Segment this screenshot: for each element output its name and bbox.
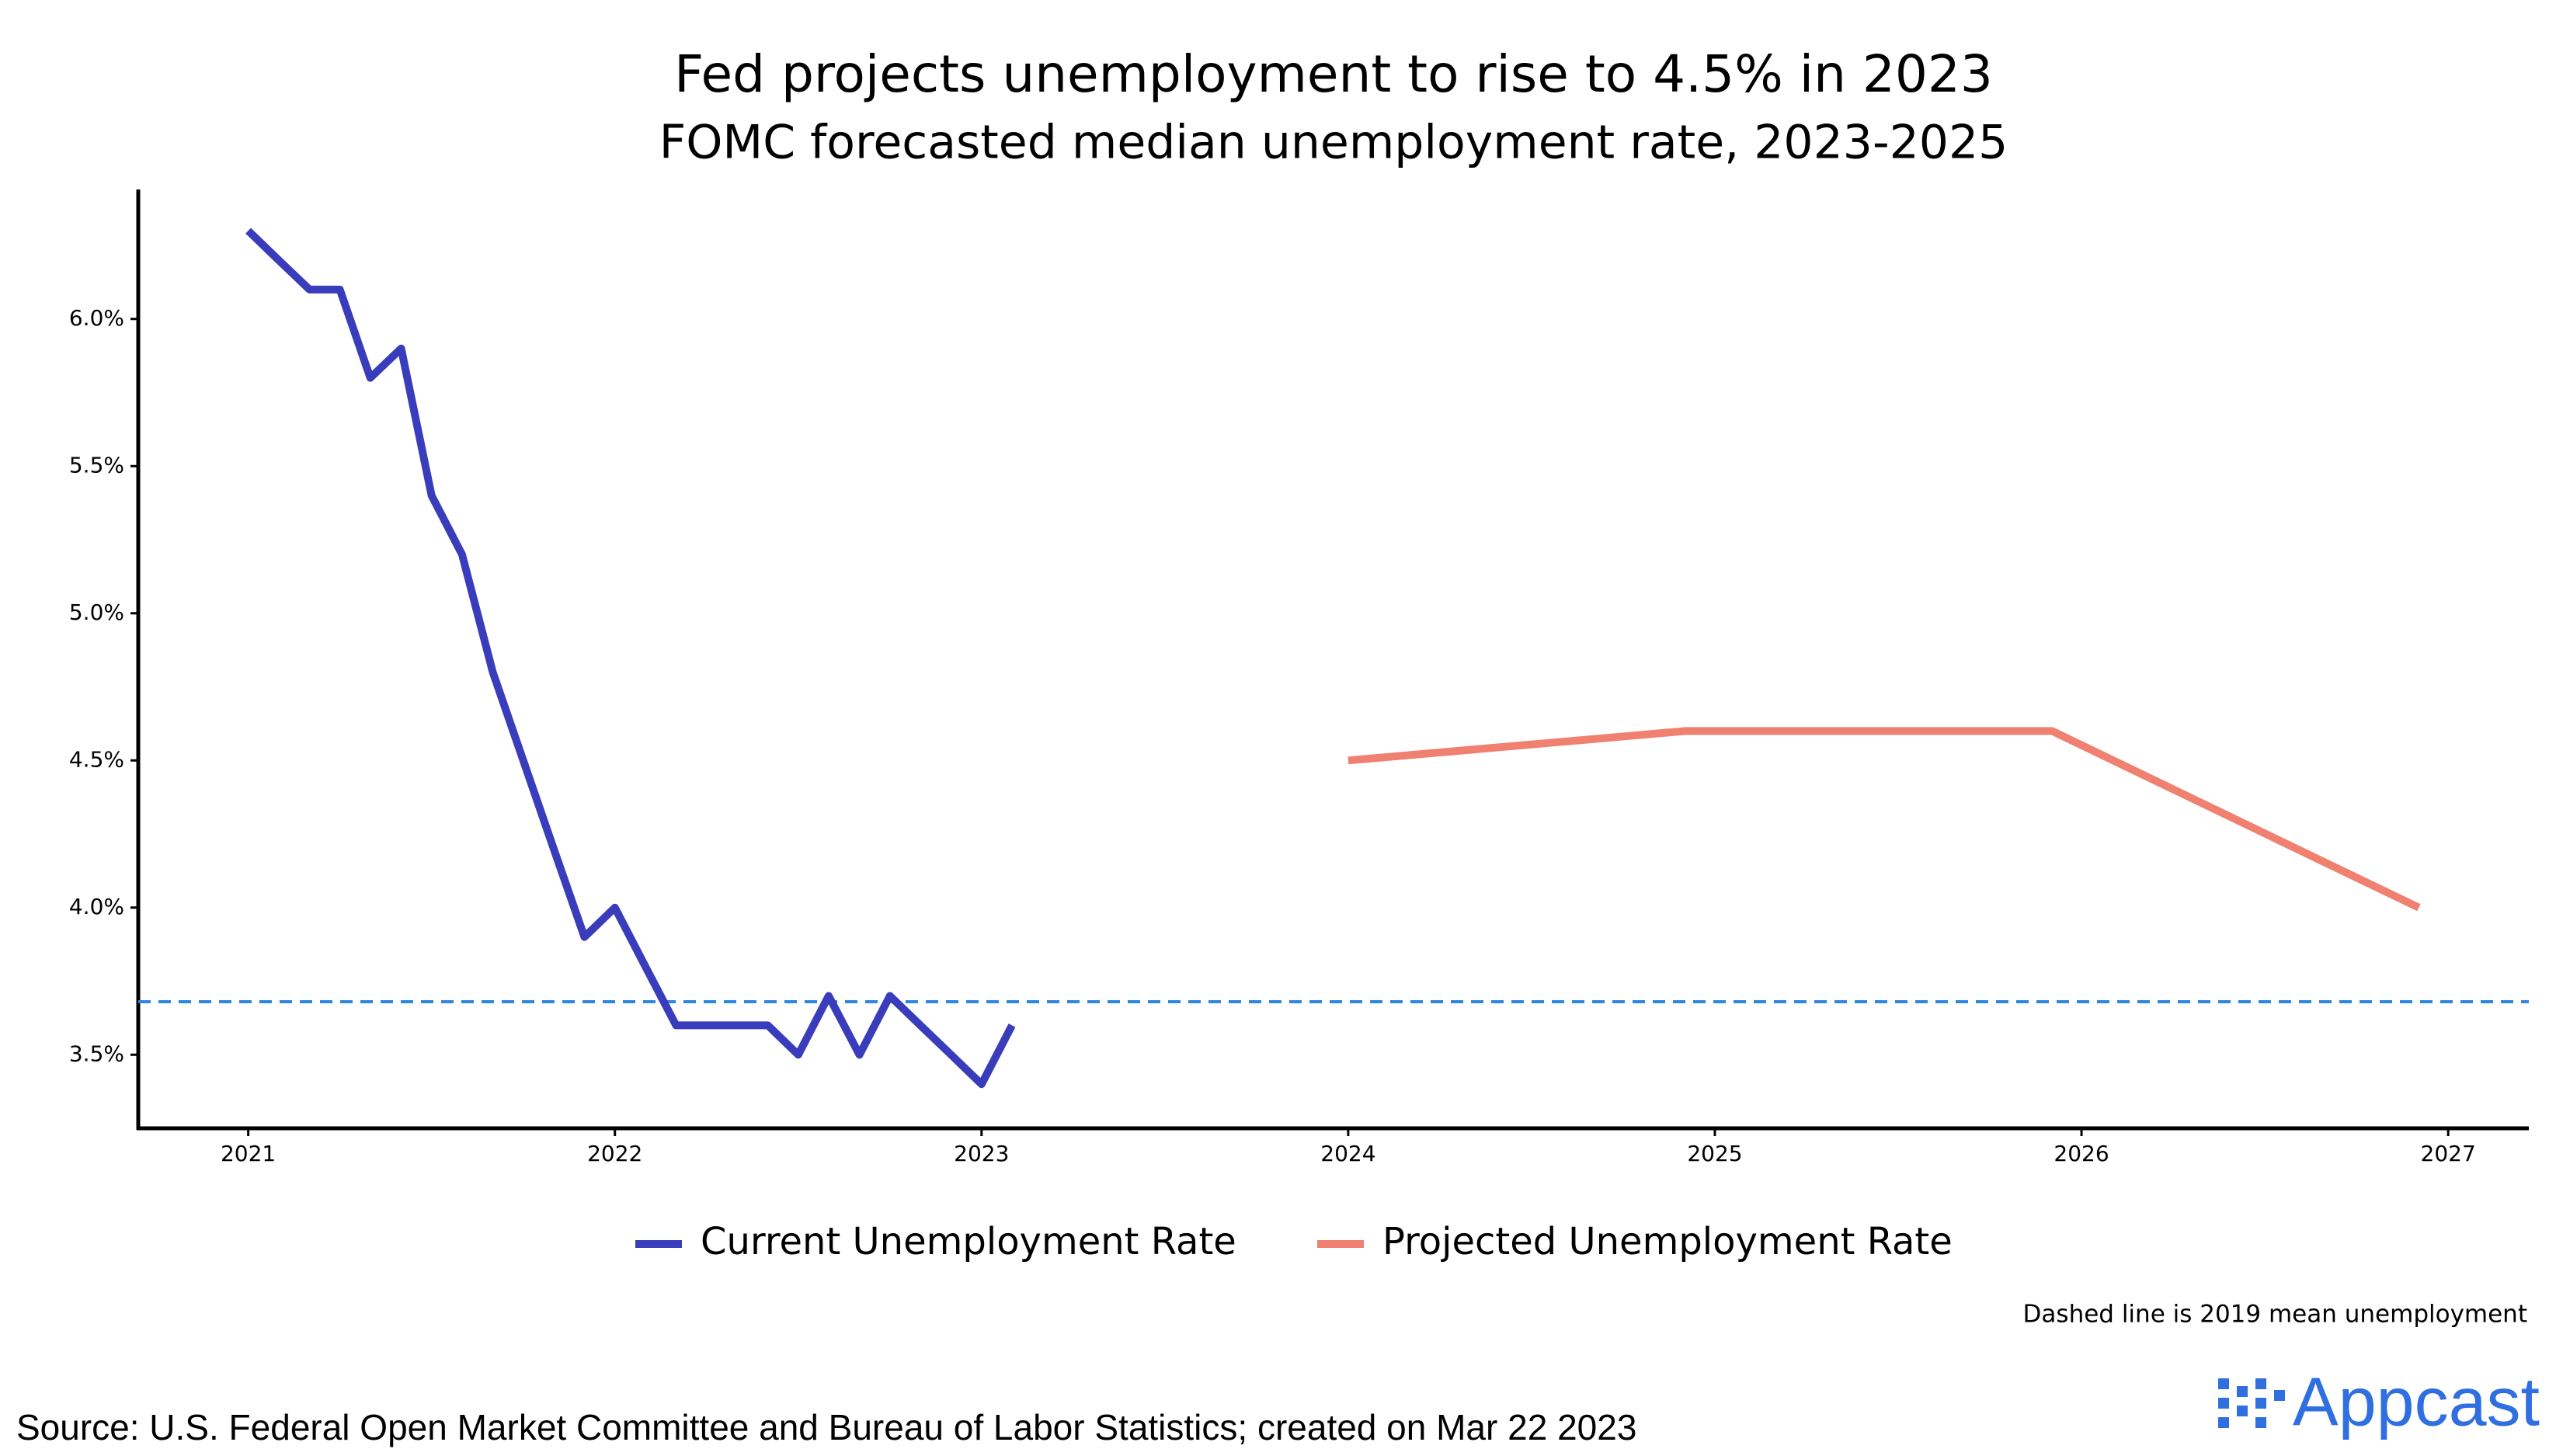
y-tick-label: 4.5% [69, 746, 124, 772]
legend-label: Projected Unemployment Rate [1382, 1220, 1953, 1263]
series-line [245, 228, 1016, 1089]
series-line [1348, 727, 2421, 912]
source: Source: U.S. Federal Open Market Committ… [16, 1407, 1636, 1447]
chart-subtitle: FOMC forecasted median unemployment rate… [659, 116, 2008, 170]
legend-label: Current Unemployment Rate [701, 1220, 1236, 1263]
y-tick-label: 4.0% [69, 894, 124, 919]
y-tick-label: 5.0% [69, 599, 124, 625]
y-tick-label: 6.0% [69, 305, 124, 331]
x-tick-label: 2021 [221, 1141, 276, 1166]
x-tick-label: 2022 [587, 1141, 642, 1166]
x-tick-label: 2025 [1687, 1141, 1742, 1166]
brand-logo-dots [2218, 1378, 2285, 1428]
x-tick-label: 2026 [2054, 1141, 2109, 1166]
y-tick-label: 3.5% [69, 1041, 124, 1066]
x-tick-label: 2027 [2421, 1141, 2476, 1166]
brand: Appcast [2293, 1363, 2540, 1440]
x-tick-label: 2023 [954, 1141, 1009, 1166]
y-tick-label: 5.5% [69, 452, 124, 478]
x-tick-label: 2024 [1320, 1141, 1375, 1166]
note: Dashed line is 2019 mean unemployment [2023, 1301, 2527, 1329]
chart-title: Fed projects unemployment to rise to 4.5… [674, 44, 1993, 104]
